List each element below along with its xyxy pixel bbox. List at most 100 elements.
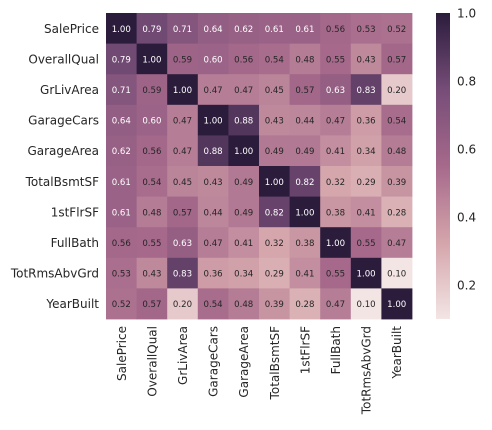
heatmap-cell — [228, 227, 260, 259]
heatmap-cell — [197, 43, 229, 75]
heatmap-cell — [136, 74, 168, 106]
heatmap-cell — [197, 166, 229, 197]
heatmap-cell — [259, 288, 290, 320]
cell-value-label: 0.44 — [295, 117, 314, 127]
cell-value-label: 0.43 — [265, 117, 284, 127]
cell-value-label: 0.44 — [204, 208, 223, 218]
cell-value-label: 0.62 — [234, 25, 253, 35]
cell-value-label: 0.56 — [234, 55, 253, 65]
cell-value-label: 0.54 — [142, 178, 161, 188]
cell-value-label: 0.57 — [173, 208, 192, 218]
cell-value-label: 0.61 — [112, 178, 131, 188]
heatmap-cell — [136, 43, 168, 75]
cell-value-label: 0.28 — [387, 208, 406, 218]
cell-value-label: 0.34 — [357, 147, 376, 157]
cell-value-label: 1.00 — [234, 147, 253, 157]
cell-value-label: 0.54 — [204, 300, 223, 310]
heatmap-cell — [320, 104, 352, 136]
cell-value-label: 1.00 — [112, 25, 131, 35]
cell-value-label: 0.47 — [234, 86, 253, 96]
heatmap-cell — [350, 166, 382, 197]
heatmap-cell — [197, 257, 229, 289]
column-label: OverallQual — [145, 326, 159, 397]
heatmap-cell — [259, 227, 290, 259]
cell-value-label: 0.36 — [357, 117, 376, 127]
row-label: TotalBsmtSF — [25, 175, 100, 189]
heatmap-cell — [320, 135, 352, 167]
heatmap-cell — [106, 43, 137, 75]
cell-value-label: 0.83 — [173, 270, 192, 280]
heatmap-cell — [106, 104, 137, 136]
row-label: YearBuilt — [45, 297, 99, 311]
heatmap-cell — [350, 43, 382, 75]
heatmap-cell — [228, 166, 260, 197]
heatmap-cell — [289, 227, 321, 259]
heatmap-cell — [320, 257, 352, 289]
cell-value-label: 0.59 — [173, 55, 192, 65]
heatmap-cell — [136, 288, 168, 320]
cell-value-label: 0.47 — [326, 300, 345, 310]
cell-value-label: 0.54 — [387, 117, 406, 127]
heatmap-cell — [381, 166, 413, 197]
heatmap-cell — [289, 166, 321, 197]
heatmap-cell — [228, 13, 260, 44]
heatmap-cell — [136, 135, 168, 167]
cell-value-label: 0.63 — [326, 86, 345, 96]
heatmap-cell — [167, 74, 199, 106]
cell-value-label: 0.52 — [387, 25, 406, 35]
heatmap-cell — [289, 135, 321, 167]
colorbar-tick-label: 0.2 — [457, 279, 476, 293]
heatmap-cell — [350, 227, 382, 259]
heatmap-cell — [350, 135, 382, 167]
cell-value-label: 0.79 — [112, 55, 131, 65]
cell-value-label: 0.49 — [265, 147, 284, 157]
column-label: YearBuilt — [390, 326, 404, 380]
heatmap-cell — [259, 135, 290, 167]
cell-value-label: 0.55 — [142, 239, 161, 249]
heatmap-cell — [228, 196, 260, 228]
cell-value-label: 1.00 — [357, 270, 376, 280]
cell-value-label: 0.53 — [112, 270, 131, 280]
heatmap-cell — [167, 196, 199, 228]
heatmap-cell — [228, 257, 260, 289]
cell-value-label: 0.62 — [112, 147, 131, 157]
cell-value-label: 0.64 — [112, 117, 131, 127]
cell-value-label: 0.48 — [142, 208, 161, 218]
column-label: FullBath — [329, 326, 343, 374]
cell-value-label: 0.63 — [173, 239, 192, 249]
heatmap-cell — [167, 104, 199, 136]
cell-value-label: 0.57 — [295, 86, 314, 96]
heatmap-cell — [259, 74, 290, 106]
cell-value-label: 1.00 — [265, 178, 284, 188]
heatmap-cell — [106, 227, 137, 259]
cell-value-label: 1.00 — [204, 117, 223, 127]
cell-value-label: 0.55 — [357, 239, 376, 249]
cell-value-label: 0.57 — [142, 300, 161, 310]
heatmap-cell — [381, 43, 413, 75]
cell-value-label: 0.49 — [234, 178, 253, 188]
cell-value-label: 0.56 — [142, 147, 161, 157]
cell-value-label: 0.88 — [234, 117, 253, 127]
heatmap-cell — [228, 104, 260, 136]
cell-value-label: 0.38 — [295, 239, 314, 249]
heatmap-cell — [289, 257, 321, 289]
heatmap-cell — [381, 104, 413, 136]
cell-value-label: 0.55 — [326, 270, 345, 280]
heatmap-cell — [228, 135, 260, 167]
cell-value-label: 0.29 — [357, 178, 376, 188]
heatmap-cell — [228, 43, 260, 75]
cell-value-label: 0.47 — [326, 117, 345, 127]
cell-value-label: 0.79 — [142, 25, 161, 35]
heatmap-cell — [381, 257, 413, 289]
cell-value-label: 0.88 — [204, 147, 223, 157]
cell-value-label: 0.41 — [326, 147, 345, 157]
cell-value-label: 0.41 — [357, 208, 376, 218]
cell-value-label: 0.83 — [357, 86, 376, 96]
heatmap-cell — [136, 257, 168, 289]
heatmap-cell — [381, 227, 413, 259]
heatmap-cell — [350, 74, 382, 106]
heatmap-cell — [320, 166, 352, 197]
column-label: GarageArea — [237, 326, 251, 398]
cell-value-label: 0.60 — [142, 117, 161, 127]
